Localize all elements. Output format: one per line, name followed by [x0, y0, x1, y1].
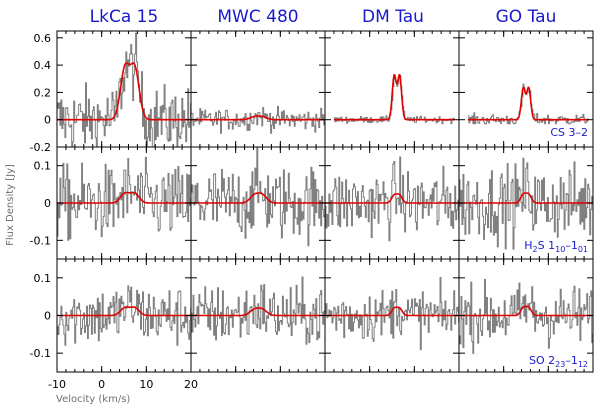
model-spectrum: [191, 307, 325, 317]
source-title-gotau: GO Tau: [496, 7, 557, 27]
model-spectrum: [191, 192, 325, 204]
y-tick-label: -0.1: [30, 347, 51, 360]
x-axis-label: Velocity (km/s): [56, 394, 130, 405]
source-title-mwc480: MWC 480: [217, 7, 298, 27]
y-tick-label: 0.4: [34, 59, 52, 72]
y-tick-label: 0: [44, 114, 51, 127]
observed-spectrum: [57, 32, 191, 147]
x-tick-label: 10: [139, 378, 153, 391]
observed-spectrum: [191, 105, 325, 134]
observed-spectrum: [191, 147, 325, 247]
observed-spectrum: [459, 279, 593, 354]
model-spectrum: [333, 73, 455, 121]
observed-spectrum: [325, 277, 459, 351]
x-tick-label: 20: [184, 378, 198, 391]
plot-layer: -0.2 0 0.2 0.4 0.6 -0.1 0 0.1 -0.1 0 0.1 -10 0 10 20: [30, 30, 594, 391]
y-tick-label: 0.1: [34, 160, 52, 173]
observed-spectrum: [325, 156, 459, 242]
model-spectrum: [57, 306, 191, 317]
model-spectrum: [57, 191, 191, 204]
y-tick-label: 0: [44, 197, 51, 210]
line-label-cs: CS 3–2: [550, 126, 588, 139]
model-spectrum: [467, 86, 589, 121]
model-spectrum: [459, 192, 593, 204]
y-tick-label: 0.6: [34, 32, 52, 45]
x-tick-label: -10: [48, 378, 66, 391]
y-tick-label: -0.2: [30, 141, 51, 154]
observed-spectrum: [467, 83, 589, 125]
model-spectrum: [191, 115, 325, 121]
panel-frame: [458, 258, 594, 373]
observed-spectrum: [191, 276, 325, 345]
source-title-dmtau: DM Tau: [362, 7, 424, 27]
observed-spectrum: [459, 157, 593, 250]
observed-spectrum: [57, 156, 191, 241]
y-tick-label: 0.2: [34, 86, 52, 99]
source-title-lkca15: LkCa 15: [90, 7, 159, 27]
x-tick-label: 0: [98, 378, 105, 391]
observed-spectrum: [57, 285, 191, 346]
line-label-so: SO 223–112: [529, 354, 588, 369]
line-label-h2s: H2S 110–101: [524, 239, 588, 254]
model-spectrum: [325, 193, 459, 204]
y-tick-label: 0.1: [34, 272, 52, 285]
observed-spectrum: [333, 75, 455, 125]
y-axis-label: Flux Density [Jy]: [5, 164, 16, 246]
y-tick-label: -0.1: [30, 234, 51, 247]
model-spectrum: [459, 305, 593, 317]
model-spectrum: [57, 62, 191, 121]
model-spectrum: [325, 306, 459, 317]
y-tick-label: 0: [44, 310, 51, 323]
panel-frame: [190, 30, 326, 148]
